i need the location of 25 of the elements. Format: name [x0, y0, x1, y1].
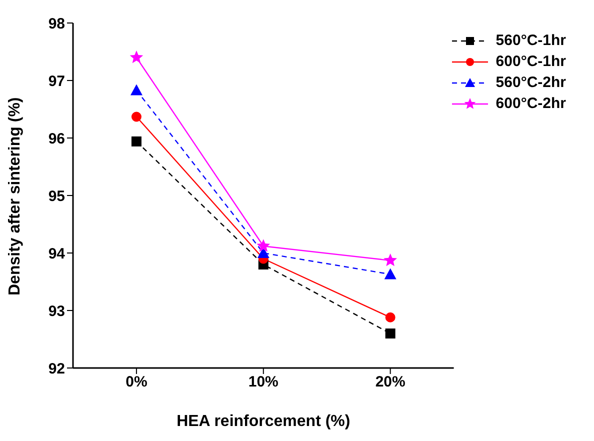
point	[131, 112, 142, 122]
point	[256, 239, 270, 252]
point	[130, 50, 144, 64]
x-tick-label: 0%	[126, 374, 148, 391]
point	[384, 253, 397, 266]
point	[384, 268, 396, 280]
y-tick-label: 97	[48, 72, 65, 90]
y-tick-label: 98	[48, 15, 65, 32]
legend-label: 560°C-1hr	[496, 32, 566, 49]
x-axis-title: HEA reinforcement (%)	[176, 413, 350, 430]
point	[385, 312, 396, 322]
legend-label: 600°C-2hr	[496, 95, 566, 112]
x-tick-label: 10%	[248, 374, 278, 391]
x-tick-label: 20%	[375, 374, 406, 391]
y-tick-label: 92	[48, 360, 65, 378]
y-axis-title: Density after sintering (%)	[6, 97, 24, 296]
y-tick-label: 94	[48, 245, 66, 262]
point	[130, 84, 142, 96]
legend-label: 600°C-1hr	[496, 53, 566, 70]
y-tick-label: 96	[48, 130, 65, 148]
point	[131, 136, 142, 146]
point	[385, 328, 396, 338]
y-tick-label: 95	[48, 188, 65, 205]
legend-label: 560°C-2hr	[496, 74, 566, 91]
y-tick-label: 93	[48, 302, 65, 320]
